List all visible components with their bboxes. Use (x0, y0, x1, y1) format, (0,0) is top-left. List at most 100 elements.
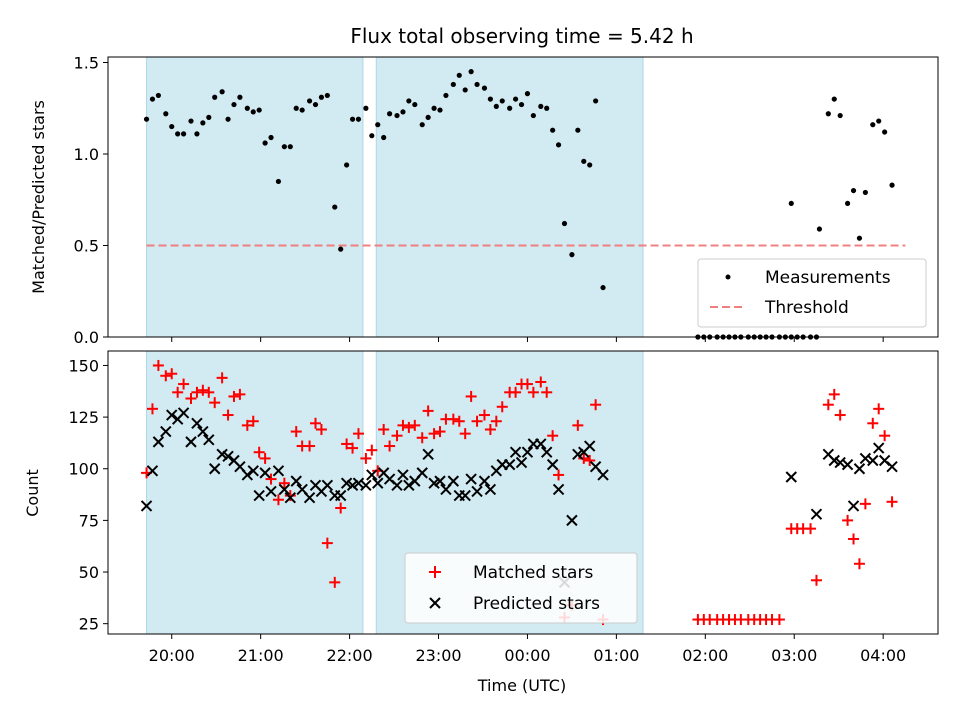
y-tick-label: 150 (68, 356, 99, 375)
matched-star-point (209, 397, 221, 409)
measurement-point (587, 162, 593, 168)
measurement-point (544, 105, 550, 111)
matched-star-point (160, 370, 172, 382)
y-tick-label: 100 (68, 460, 99, 479)
matched-star-point (335, 502, 347, 514)
predicted-star-point (471, 485, 483, 498)
top-shaded-intervals (146, 56, 644, 338)
legend-measurement-marker (725, 274, 731, 280)
measurement-point (889, 182, 895, 188)
top-axes-frame (107, 56, 939, 338)
matched-star-point (172, 386, 184, 398)
measurement-point (870, 122, 876, 128)
x-tick-label: 00:00 (504, 646, 550, 665)
x-tick-label: 03:00 (771, 646, 817, 665)
predicted-star-point (397, 469, 409, 481)
y-tick-label: 1.5 (74, 53, 99, 72)
matched-star-point (521, 378, 533, 390)
measurement-point (355, 116, 362, 122)
measurement-point (431, 105, 437, 111)
predicted-star-point (253, 489, 265, 502)
matched-star-point (146, 403, 158, 415)
legend-predicted-marker (429, 597, 441, 609)
matched-star-point (241, 419, 253, 431)
predicted-star-point (422, 448, 434, 460)
measurement-points (143, 69, 895, 340)
matched-star-point (873, 403, 885, 415)
matched-star-point (465, 390, 477, 402)
measurement-point (169, 123, 175, 130)
matched-star-point (484, 423, 496, 435)
measurement-point (850, 187, 857, 194)
bottom-y-axis-label: Count (23, 469, 42, 517)
predicted-star-point (521, 446, 534, 458)
matched-star-point (416, 432, 428, 444)
matched-star-point (191, 386, 203, 398)
predicted-star-point (459, 489, 471, 502)
predicted-star-point (166, 409, 178, 421)
predicted-star-point (272, 465, 285, 477)
measurement-point (212, 94, 218, 100)
measurement-point (474, 81, 480, 88)
predicted-star-point (535, 438, 547, 450)
top-legend: Measurements Threshold (697, 258, 927, 328)
measurement-point (468, 69, 474, 75)
matched-star-point (541, 386, 553, 398)
measurement-point (293, 105, 299, 111)
bottom-y-ticks: 25 50 75 100 125 150 (68, 356, 108, 634)
predicted-star-point (873, 442, 885, 454)
measurement-point (155, 92, 161, 99)
bottom-legend-box (404, 552, 638, 624)
measurement-point (816, 226, 823, 232)
measurement-point (581, 158, 587, 164)
y-tick-label: 1.0 (74, 145, 99, 164)
measurement-point (180, 131, 187, 137)
matched-star-point (152, 359, 164, 371)
measurement-point (456, 72, 462, 78)
measurement-point (400, 109, 406, 115)
x-tick-label: 02:00 (682, 646, 728, 665)
matched-star-point (185, 393, 197, 405)
measurement-point (369, 133, 375, 139)
predicted-star-point (372, 477, 384, 489)
measurement-point (443, 92, 449, 99)
matched-star-point (310, 417, 321, 429)
matched-star-point (284, 490, 296, 502)
matched-star-point (773, 614, 785, 626)
predicted-star-point (152, 436, 165, 448)
measurement-point (825, 111, 831, 117)
measurement-point (387, 111, 393, 117)
matched-star-point (428, 428, 440, 440)
legend-matched-marker (429, 566, 441, 578)
measurement-point (518, 101, 525, 108)
matched-star-points (141, 359, 898, 626)
predicted-star-point (583, 440, 596, 452)
matched-star-point (234, 388, 246, 400)
matched-star-point (496, 401, 508, 413)
measurement-point (882, 129, 888, 135)
measurement-point (425, 114, 431, 120)
measurement-point (437, 107, 443, 113)
matched-star-point (329, 576, 341, 588)
shaded-interval (375, 56, 644, 338)
predicted-star-point (541, 446, 553, 458)
y-tick-label: 0.0 (74, 328, 99, 347)
x-tick-label: 21:00 (238, 646, 284, 665)
measurement-point (856, 235, 863, 241)
measurement-point (593, 98, 599, 104)
matched-star-point (822, 399, 834, 411)
measurement-point (287, 144, 293, 150)
measurement-point (481, 85, 488, 91)
predicted-star-points (140, 407, 898, 589)
matched-star-point (553, 469, 565, 481)
predicted-star-point (566, 514, 578, 527)
predicted-star-point (416, 467, 428, 479)
predicted-star-point (867, 454, 879, 467)
predicted-star-point (140, 500, 153, 512)
predicted-star-point (503, 458, 516, 471)
matched-star-point (590, 399, 602, 411)
matched-star-point (572, 419, 584, 431)
matched-star-point (409, 419, 421, 431)
measurement-point (831, 96, 837, 102)
